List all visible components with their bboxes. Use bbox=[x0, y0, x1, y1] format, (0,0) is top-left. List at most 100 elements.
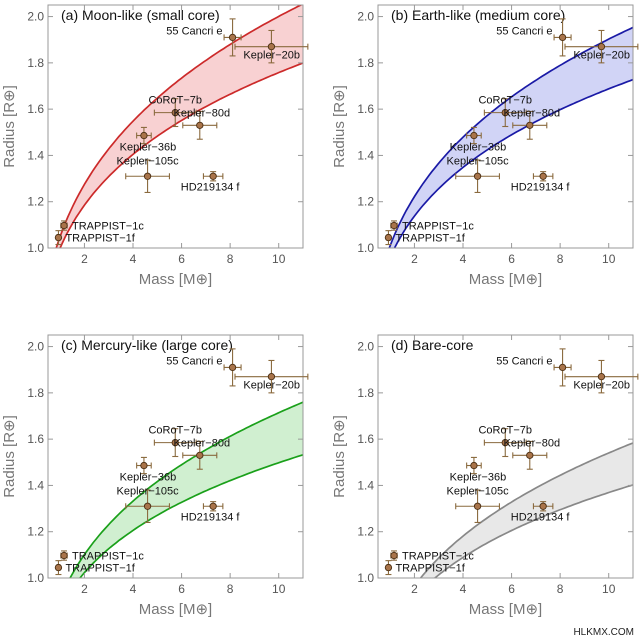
point-label: TRAPPIST−1c bbox=[402, 221, 474, 233]
y-axis-label: Radius [R⊕] bbox=[1, 85, 18, 168]
data-point bbox=[390, 221, 398, 230]
point-kepler-36b: Kepler−36b bbox=[120, 126, 177, 154]
data-point bbox=[526, 451, 534, 459]
panel-title: (a) Moon-like (small core) bbox=[61, 7, 220, 23]
point-corot-7b: CoRoT−7b bbox=[148, 95, 202, 128]
point-label: CoRoT−7b bbox=[148, 95, 202, 107]
point-kepler-20b: Kepler−20b bbox=[234, 29, 309, 64]
x-tick-label: 6 bbox=[178, 582, 185, 596]
point-label: Kepler−20b bbox=[243, 380, 300, 392]
panel-title: (c) Mercury-like (large core) bbox=[61, 337, 233, 353]
data-point bbox=[140, 461, 148, 470]
y-tick-label: 1.6 bbox=[357, 102, 374, 116]
data-point bbox=[209, 502, 217, 510]
point-label: Kepler−36b bbox=[450, 142, 507, 154]
x-tick-label: 6 bbox=[508, 252, 515, 266]
x-axis-label: Mass [M⊕] bbox=[139, 601, 212, 618]
data-point bbox=[539, 172, 547, 180]
data-point bbox=[60, 551, 68, 560]
panel-1: 2 4 6 8 10 1.0 1.2 1.4 1.6 1.8 2.0 Mass [M⊕] Radius … bbox=[1, 4, 309, 288]
data-point bbox=[526, 121, 534, 129]
y-tick-label: 1.0 bbox=[27, 241, 44, 255]
point-label: Kepler−20b bbox=[573, 50, 630, 62]
y-axis-label: Radius [R⊕] bbox=[331, 85, 348, 168]
data-point bbox=[143, 502, 152, 510]
x-tick-label: 8 bbox=[557, 582, 564, 596]
point-label: TRAPPIST−1c bbox=[72, 551, 144, 563]
x-tick-label: 8 bbox=[227, 582, 234, 596]
x-tick-label: 4 bbox=[460, 252, 467, 266]
point-hd219134-f: HD219134 f bbox=[511, 501, 570, 523]
point-kepler-20b: Kepler−20b bbox=[564, 359, 639, 394]
y-tick-label: 1.6 bbox=[357, 432, 374, 446]
y-tick-label: 1.6 bbox=[27, 102, 44, 116]
y-tick-label: 1.4 bbox=[27, 478, 44, 492]
point-trappist-1f: TRAPPIST−1f bbox=[54, 560, 136, 576]
data-point bbox=[267, 43, 276, 51]
point-kepler-80d: Kepler−80d bbox=[503, 107, 560, 140]
data-point bbox=[597, 373, 606, 381]
point-label: TRAPPIST−1f bbox=[395, 233, 465, 245]
y-tick-label: 1.0 bbox=[357, 241, 374, 255]
point-label: CoRoT−7b bbox=[148, 425, 202, 437]
y-tick-label: 1.8 bbox=[357, 386, 374, 400]
data-point bbox=[54, 233, 63, 242]
y-tick-label: 1.8 bbox=[357, 56, 374, 70]
point-corot-7b: CoRoT−7b bbox=[478, 95, 532, 128]
data-point bbox=[501, 438, 509, 447]
point-trappist-1c: TRAPPIST−1c bbox=[390, 220, 474, 233]
panel-2: 2 4 6 8 10 1.0 1.2 1.4 1.6 1.8 2.0 Mass [M⊕] Radius … bbox=[331, 4, 639, 288]
point-label: CoRoT−7b bbox=[478, 95, 532, 107]
data-point bbox=[196, 121, 204, 129]
point-kepler-36b: Kepler−36b bbox=[450, 456, 507, 484]
data-point bbox=[558, 33, 567, 42]
model-band bbox=[420, 443, 633, 578]
point-label: Kepler−36b bbox=[120, 472, 177, 484]
model-upper-curve bbox=[55, 5, 303, 248]
point-label: HD219134 f bbox=[181, 511, 241, 523]
point-corot-7b: CoRoT−7b bbox=[148, 425, 202, 458]
point-kepler-80d: Kepler−80d bbox=[503, 437, 560, 470]
y-axis-label: Radius [R⊕] bbox=[1, 415, 18, 498]
point-label: Kepler−80d bbox=[173, 107, 230, 119]
y-axis-label: Radius [R⊕] bbox=[331, 415, 348, 498]
model-band bbox=[56, 5, 303, 248]
point-label: Kepler−36b bbox=[120, 142, 177, 154]
point-label: Kepler−105c bbox=[447, 485, 510, 497]
point-label: TRAPPIST−1f bbox=[65, 233, 135, 245]
point-55-cancri-e: 55 Cancri e bbox=[166, 348, 242, 387]
y-tick-label: 1.4 bbox=[357, 148, 374, 162]
x-tick-label: 4 bbox=[130, 252, 137, 266]
data-point bbox=[171, 108, 179, 117]
model-band-group bbox=[419, 442, 633, 578]
x-tick-label: 2 bbox=[411, 252, 418, 266]
point-label: Kepler−105c bbox=[117, 155, 180, 167]
y-tick-label: 1.4 bbox=[27, 148, 44, 162]
y-tick-label: 2.0 bbox=[357, 10, 374, 24]
y-tick-label: 1.4 bbox=[357, 478, 374, 492]
y-tick-label: 1.2 bbox=[357, 525, 374, 539]
data-point bbox=[267, 373, 276, 381]
data-point bbox=[473, 172, 482, 180]
point-kepler-80d: Kepler−80d bbox=[173, 437, 230, 470]
point-label: Kepler−20b bbox=[243, 50, 300, 62]
point-label: 55 Cancri e bbox=[166, 355, 222, 367]
model-lower-curve bbox=[78, 453, 303, 578]
model-upper-curve bbox=[69, 401, 303, 578]
point-label: TRAPPIST−1f bbox=[395, 563, 465, 575]
point-label: Kepler−36b bbox=[450, 472, 507, 484]
panel-title: (b) Earth-like (medium core) bbox=[391, 7, 565, 23]
x-axis-label: Mass [M⊕] bbox=[469, 601, 542, 618]
point-label: Kepler−20b bbox=[573, 380, 630, 392]
data-point bbox=[470, 131, 478, 140]
x-tick-label: 2 bbox=[411, 582, 418, 596]
y-tick-label: 1.8 bbox=[27, 386, 44, 400]
model-band bbox=[389, 27, 633, 248]
data-point bbox=[228, 33, 237, 42]
x-tick-label: 6 bbox=[508, 582, 515, 596]
point-corot-7b: CoRoT−7b bbox=[478, 425, 532, 458]
point-kepler-105c: Kepler−105c bbox=[447, 485, 510, 524]
point-label: HD219134 f bbox=[181, 181, 241, 193]
point-trappist-1f: TRAPPIST−1f bbox=[54, 230, 136, 246]
panel-3: 2 4 6 8 10 1.0 1.2 1.4 1.6 1.8 2.0 Mass [M⊕] Radius … bbox=[1, 334, 309, 618]
